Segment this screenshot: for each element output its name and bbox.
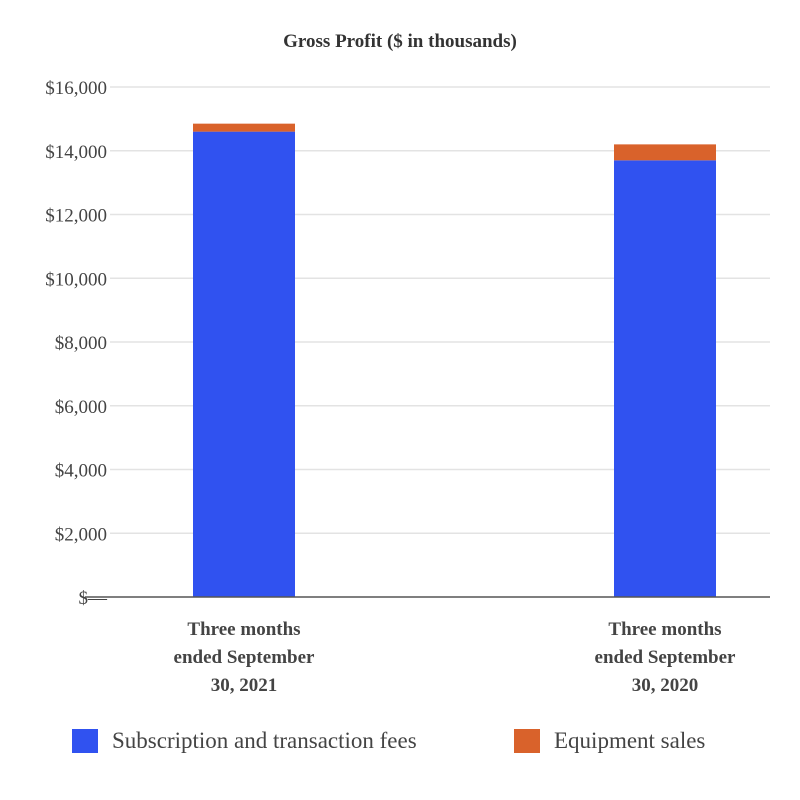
y-tick-label: $2,000 <box>55 524 107 545</box>
bars <box>193 123 716 597</box>
x-tick-line: ended September <box>174 647 315 668</box>
legend: Subscription and transaction fees Equipm… <box>0 728 800 768</box>
subscription-bar <box>614 160 716 597</box>
y-tick-label: $16,000 <box>45 78 107 99</box>
legend-swatch-subscription <box>72 729 98 753</box>
subscription-bar <box>193 131 295 597</box>
legend-swatch-equipment <box>514 729 540 753</box>
legend-label-equipment: Equipment sales <box>554 728 706 753</box>
legend-item-equipment: Equipment sales <box>514 728 705 754</box>
y-tick-label: $12,000 <box>45 206 107 227</box>
x-tick-label: Three months ended September 30, 2021 <box>174 619 315 696</box>
y-tick-label: $— <box>79 588 109 609</box>
gross-profit-chart: Gross Profit ($ in thousands) $— $2,000 $4… <box>45 31 770 696</box>
y-tick-label: $14,000 <box>45 142 107 163</box>
y-axis-ticks: $— $2,000 $4,000 $6,000 $8,000 $10,000 $12,000… <box>45 78 108 609</box>
legend-label-subscription: Subscription and transaction fees <box>112 728 417 753</box>
x-tick-line: ended September <box>595 647 736 668</box>
x-tick-line: Three months <box>187 619 300 640</box>
y-tick-label: $8,000 <box>55 333 107 354</box>
x-tick-label: Three months ended September 30, 2020 <box>595 619 736 696</box>
x-tick-line: 30, 2021 <box>211 675 278 696</box>
y-tick-label: $6,000 <box>55 397 107 418</box>
x-tick-line: Three months <box>608 619 721 640</box>
legend-item-subscription: Subscription and transaction fees <box>72 728 417 754</box>
equipment-bar <box>193 123 295 132</box>
chart-title: Gross Profit ($ in thousands) <box>283 31 517 52</box>
y-tick-label: $10,000 <box>45 269 107 290</box>
x-tick-line: 30, 2020 <box>632 675 699 696</box>
x-axis-ticks: Three months ended September 30, 2021Three… <box>174 619 736 696</box>
equipment-bar <box>614 144 716 161</box>
y-tick-label: $4,000 <box>55 461 107 482</box>
